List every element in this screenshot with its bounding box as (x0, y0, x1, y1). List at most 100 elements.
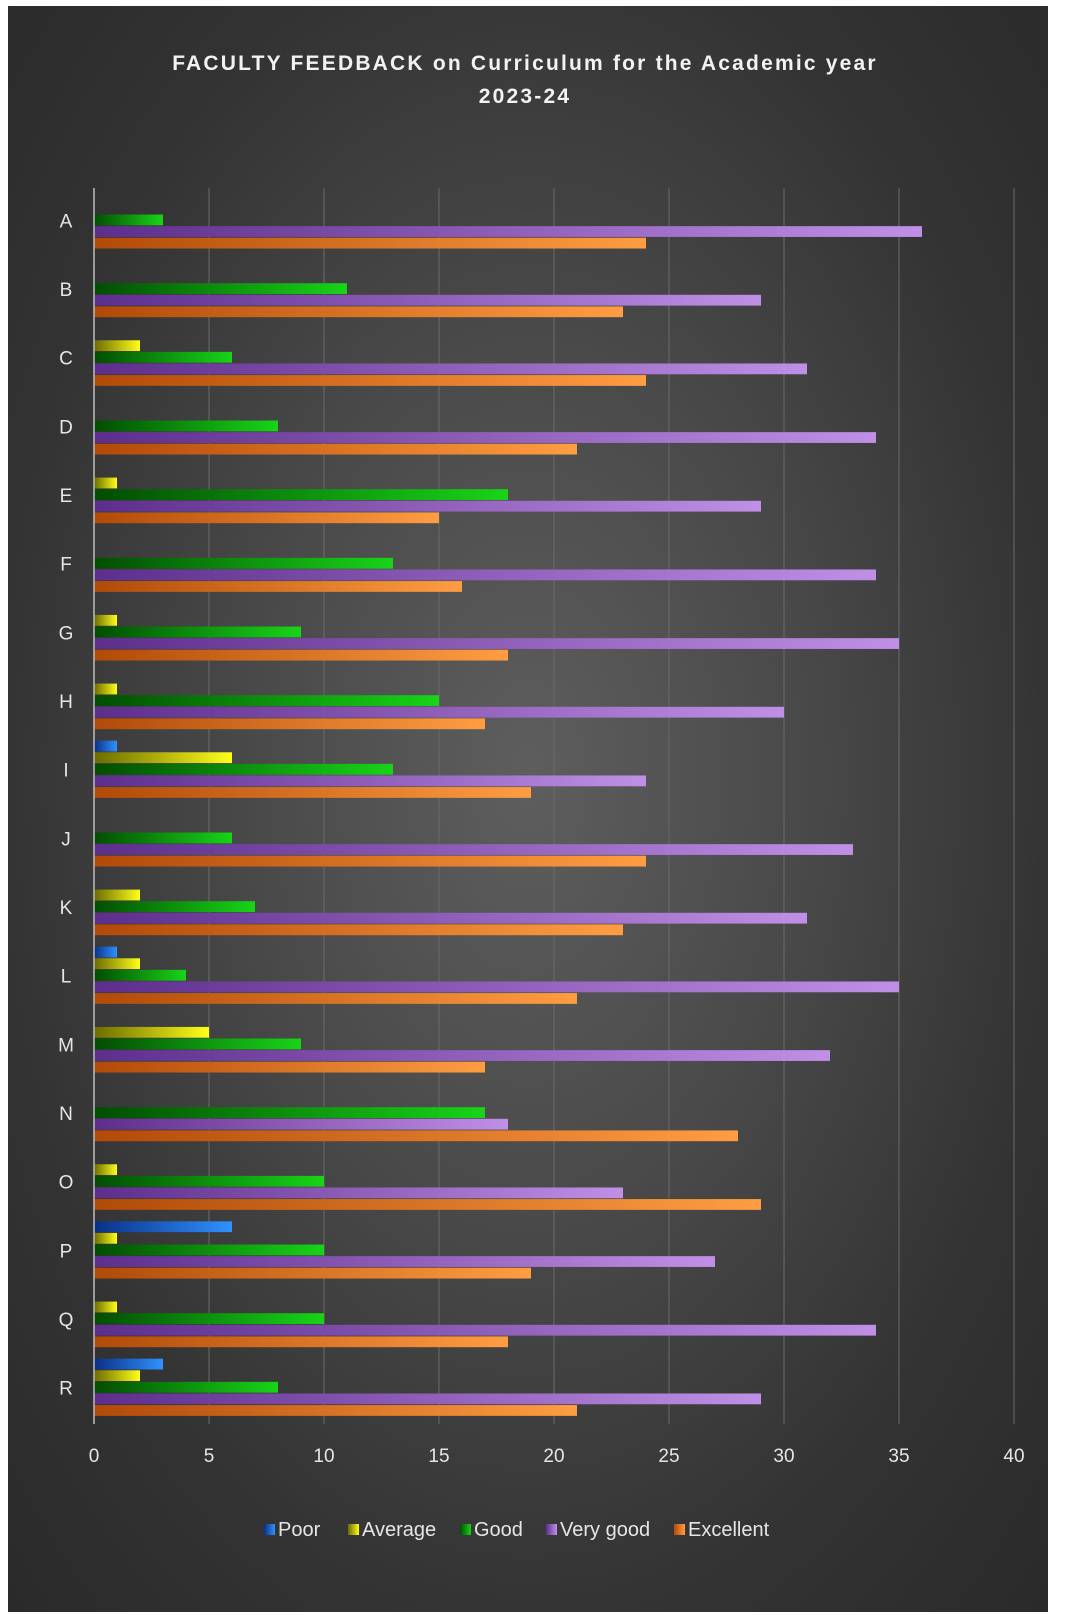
bar-good (94, 969, 186, 981)
legend-swatch-average (348, 1524, 359, 1535)
category-label: N (59, 1104, 73, 1125)
legend-swatch-poor (264, 1524, 275, 1535)
x-tick-label: 35 (888, 1446, 909, 1467)
bar-good (94, 763, 393, 775)
bar-good (94, 832, 232, 844)
bar-very-good (94, 226, 922, 237)
chart-area: FACULTY FEEDBACK on Curriculum for the A… (8, 6, 1048, 1612)
bar-good (94, 1313, 324, 1324)
bar-excellent (94, 649, 508, 661)
bar-excellent (94, 375, 646, 386)
bar-excellent (94, 1130, 738, 1142)
legend: Poor Average Good Very good Excellent (264, 1519, 770, 1541)
bar-good (94, 214, 163, 226)
legend-label: Good (474, 1519, 523, 1541)
bar-good (94, 901, 255, 912)
legend-swatch-excellent (674, 1524, 685, 1535)
bar-average (94, 752, 232, 764)
axes: 0 5 10 15 20 25 30 35 40 A B C D E F G H I J K L M N O P Q R (58, 188, 1025, 1467)
category-label: F (60, 555, 72, 576)
bar-very-good (94, 363, 807, 375)
bar-good (94, 626, 301, 638)
bar-excellent (94, 512, 439, 524)
bar-average (94, 1232, 117, 1244)
bar-average (94, 958, 140, 970)
legend-swatch-good (460, 1524, 471, 1535)
bar-average (94, 1370, 140, 1382)
bar-average (94, 614, 117, 626)
bar-good (94, 351, 232, 363)
bar-good (94, 695, 439, 706)
x-tick-label: 40 (1003, 1446, 1024, 1467)
bar-very-good (94, 638, 899, 649)
bar-very-good (94, 1324, 876, 1336)
x-tick-label: 25 (658, 1446, 679, 1467)
bar-excellent (94, 237, 646, 249)
category-label: O (59, 1173, 74, 1194)
category-label: D (59, 417, 73, 438)
bar-very-good (94, 1187, 623, 1199)
category-label: C (59, 349, 73, 370)
bar-very-good (94, 432, 876, 443)
x-tick-label: 5 (204, 1446, 215, 1467)
bar-very-good (94, 981, 899, 993)
bar-excellent (94, 1061, 485, 1073)
bar-good (94, 1381, 278, 1393)
legend-label: Very good (560, 1519, 650, 1541)
bar-very-good (94, 844, 853, 855)
bar-excellent (94, 718, 485, 730)
bar-poor (94, 740, 117, 752)
bar-very-good (94, 912, 807, 924)
bar-good (94, 420, 278, 432)
bar-average (94, 889, 140, 901)
category-label: H (59, 692, 73, 713)
bar-average (94, 1026, 209, 1038)
category-label: I (63, 761, 68, 782)
bar-average (94, 1164, 117, 1176)
bar-average (94, 477, 117, 489)
category-label: K (60, 898, 73, 919)
bar-very-good (94, 1118, 508, 1130)
bar-poor (94, 1358, 163, 1370)
legend-label: Poor (278, 1519, 321, 1541)
bar-excellent (94, 306, 623, 318)
x-tick-label: 30 (773, 1446, 794, 1467)
bar-very-good (94, 294, 761, 306)
bar-excellent (94, 581, 462, 592)
bar-good (94, 1175, 324, 1187)
gridlines (208, 188, 1015, 1424)
bar-poor (94, 946, 117, 958)
bar-excellent (94, 1405, 577, 1416)
legend-swatch-very-good (546, 1524, 557, 1535)
bar-very-good (94, 500, 761, 512)
bar-excellent (94, 1199, 761, 1210)
bar-average (94, 1301, 117, 1313)
bar-good (94, 557, 393, 569)
category-label: L (61, 967, 72, 988)
category-label: A (60, 211, 73, 232)
bar-average (94, 340, 140, 352)
bar-good (94, 489, 508, 500)
x-tick-label: 0 (89, 1446, 100, 1467)
bar-poor (94, 1221, 232, 1233)
bar-excellent (94, 924, 623, 936)
bar-very-good (94, 775, 646, 787)
x-tick-label: 20 (543, 1446, 564, 1467)
bar-very-good (94, 706, 784, 718)
bar-excellent (94, 855, 646, 867)
legend-label: Excellent (688, 1519, 770, 1541)
chart-title-line-1: FACULTY FEEDBACK on Curriculum for the A… (172, 52, 878, 75)
bar-good (94, 1244, 324, 1256)
legend-label: Average (362, 1519, 436, 1541)
category-label: B (60, 280, 73, 301)
bar-excellent (94, 787, 531, 798)
category-label: R (59, 1379, 73, 1400)
bar-average (94, 683, 117, 695)
bar-very-good (94, 569, 876, 581)
bar-good (94, 1038, 301, 1050)
chart-svg: FACULTY FEEDBACK on Curriculum for the A… (58, 52, 1025, 1541)
bar-good (94, 283, 347, 294)
bars (94, 214, 922, 1416)
category-label: Q (59, 1310, 74, 1331)
category-label: G (59, 623, 74, 644)
